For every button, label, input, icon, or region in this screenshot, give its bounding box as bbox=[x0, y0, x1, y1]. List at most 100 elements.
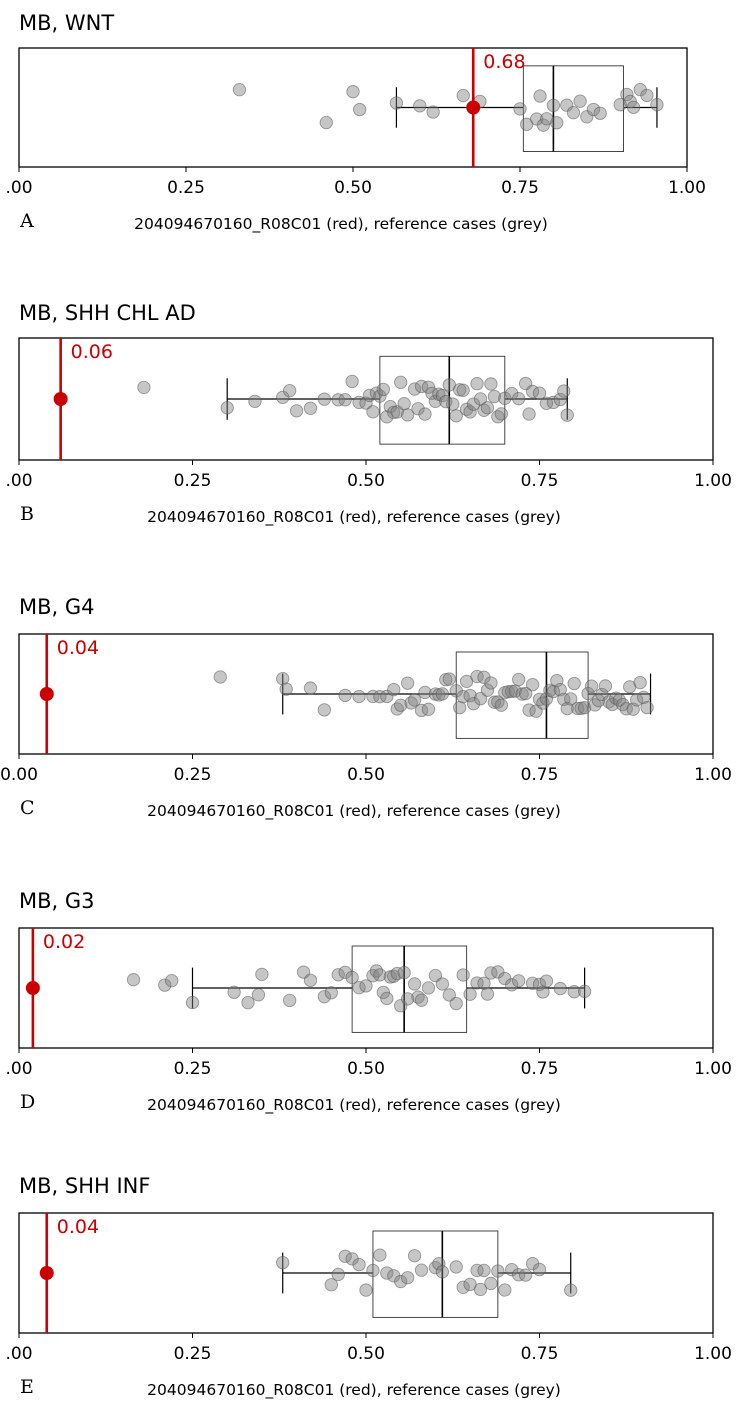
x-tick-label: .00 bbox=[5, 1059, 32, 1079]
reference-point bbox=[394, 1274, 408, 1289]
reference-point bbox=[512, 672, 526, 687]
panel-letter: B bbox=[20, 503, 34, 525]
x-tick-label: 0.75 bbox=[521, 1059, 559, 1079]
reference-point bbox=[232, 83, 247, 97]
reference-point bbox=[400, 1271, 415, 1285]
reference-point bbox=[324, 986, 338, 1000]
reference-point bbox=[394, 999, 408, 1013]
reference-point bbox=[593, 106, 607, 120]
reference-point bbox=[251, 988, 266, 1002]
reference-point bbox=[518, 686, 533, 701]
reference-point bbox=[513, 102, 527, 116]
reference-point bbox=[463, 688, 477, 703]
x-tick-label: 0.75 bbox=[521, 1344, 559, 1364]
reference-point bbox=[470, 669, 484, 684]
reference-point bbox=[518, 1268, 533, 1282]
reference-point bbox=[560, 408, 574, 422]
panel-d: MB, G3 0.02 .00 0.25 0.50 0.75 1.00 D 2040946701… bbox=[0, 878, 739, 1138]
reference-point bbox=[494, 698, 508, 712]
sample-value-label: 0.04 bbox=[57, 1216, 99, 1238]
reference-point bbox=[484, 377, 498, 391]
reference-point bbox=[501, 685, 515, 699]
reference-point bbox=[413, 99, 427, 113]
reference-point bbox=[571, 701, 585, 716]
reference-point bbox=[446, 397, 460, 411]
reference-point bbox=[418, 407, 432, 421]
reference-point bbox=[442, 672, 456, 686]
reference-point bbox=[636, 690, 651, 705]
reference-point bbox=[613, 97, 627, 112]
reference-point bbox=[387, 405, 401, 420]
reference-point bbox=[407, 693, 422, 707]
reference-point bbox=[512, 974, 526, 988]
reference-point bbox=[435, 977, 449, 991]
x-tick-label: 1.00 bbox=[694, 1059, 732, 1079]
reference-point bbox=[331, 968, 345, 982]
reference-point bbox=[567, 985, 581, 999]
reference-point bbox=[456, 1280, 470, 1294]
reference-point bbox=[477, 976, 491, 990]
reference-point bbox=[394, 698, 408, 712]
reference-point bbox=[536, 696, 550, 710]
reference-point bbox=[324, 1278, 338, 1292]
reference-point bbox=[425, 386, 439, 400]
reference-point bbox=[598, 679, 613, 693]
reference-point bbox=[276, 390, 290, 404]
reference-point bbox=[515, 687, 529, 701]
reference-point bbox=[522, 703, 536, 717]
reference-point bbox=[387, 682, 401, 697]
chart-title: MB, SHH CHL AD bbox=[19, 301, 196, 325]
iqr-box bbox=[372, 1230, 499, 1318]
reference-point bbox=[487, 389, 502, 404]
panel-letter: E bbox=[20, 1376, 34, 1398]
reference-point bbox=[414, 993, 429, 1007]
reference-point bbox=[505, 684, 519, 699]
reference-point bbox=[345, 374, 359, 389]
x-tick-label: 1.00 bbox=[694, 765, 732, 785]
panel-letter: D bbox=[20, 1091, 35, 1113]
reference-point bbox=[539, 974, 554, 988]
reference-point bbox=[494, 407, 508, 421]
reference-point bbox=[421, 981, 436, 995]
reference-point bbox=[630, 693, 644, 707]
reference-point bbox=[442, 988, 456, 1002]
reference-point bbox=[421, 380, 436, 394]
reference-point bbox=[605, 697, 620, 712]
reference-point bbox=[158, 978, 172, 992]
reference-point bbox=[255, 967, 269, 982]
reference-point bbox=[577, 701, 592, 715]
reference-point bbox=[338, 1249, 352, 1263]
reference-point bbox=[407, 382, 422, 396]
sample-value-label: 0.04 bbox=[57, 637, 99, 659]
reference-point bbox=[484, 966, 498, 980]
chart-svg: MB, WNT 0.68 .00 0.25 0.50 0.75 1.00 A 204094670… bbox=[5, 11, 705, 234]
reference-point bbox=[380, 991, 394, 1006]
reference-point bbox=[463, 405, 477, 419]
reference-point bbox=[564, 692, 578, 706]
iqr-box bbox=[455, 651, 589, 739]
x-tick-label: 0.50 bbox=[347, 1344, 385, 1364]
reference-point bbox=[505, 978, 519, 992]
iqr-box bbox=[522, 65, 624, 152]
reference-point bbox=[557, 384, 571, 398]
reference-point bbox=[352, 395, 366, 410]
reference-point bbox=[137, 380, 151, 395]
reference-point bbox=[470, 1263, 484, 1278]
x-tick-label: 1.00 bbox=[694, 1344, 732, 1364]
x-tick-label: .00 bbox=[5, 1344, 32, 1364]
reference-point bbox=[626, 100, 641, 114]
reference-point bbox=[366, 689, 380, 704]
reference-point bbox=[650, 98, 664, 112]
reference-point bbox=[564, 1283, 578, 1297]
reference-point bbox=[539, 396, 554, 410]
reference-point bbox=[359, 396, 373, 410]
reference-point bbox=[331, 1267, 345, 1282]
reference-point bbox=[470, 976, 484, 990]
reference-point bbox=[414, 1263, 429, 1277]
reference-point bbox=[380, 1266, 394, 1280]
x-tick-label: 0.25 bbox=[174, 471, 212, 491]
reference-point bbox=[352, 1257, 366, 1272]
reference-point bbox=[353, 102, 367, 117]
sample-point bbox=[25, 981, 40, 995]
sample-value-label: 0.02 bbox=[43, 931, 85, 953]
